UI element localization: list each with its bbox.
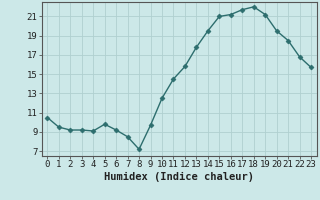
X-axis label: Humidex (Indice chaleur): Humidex (Indice chaleur) (104, 172, 254, 182)
